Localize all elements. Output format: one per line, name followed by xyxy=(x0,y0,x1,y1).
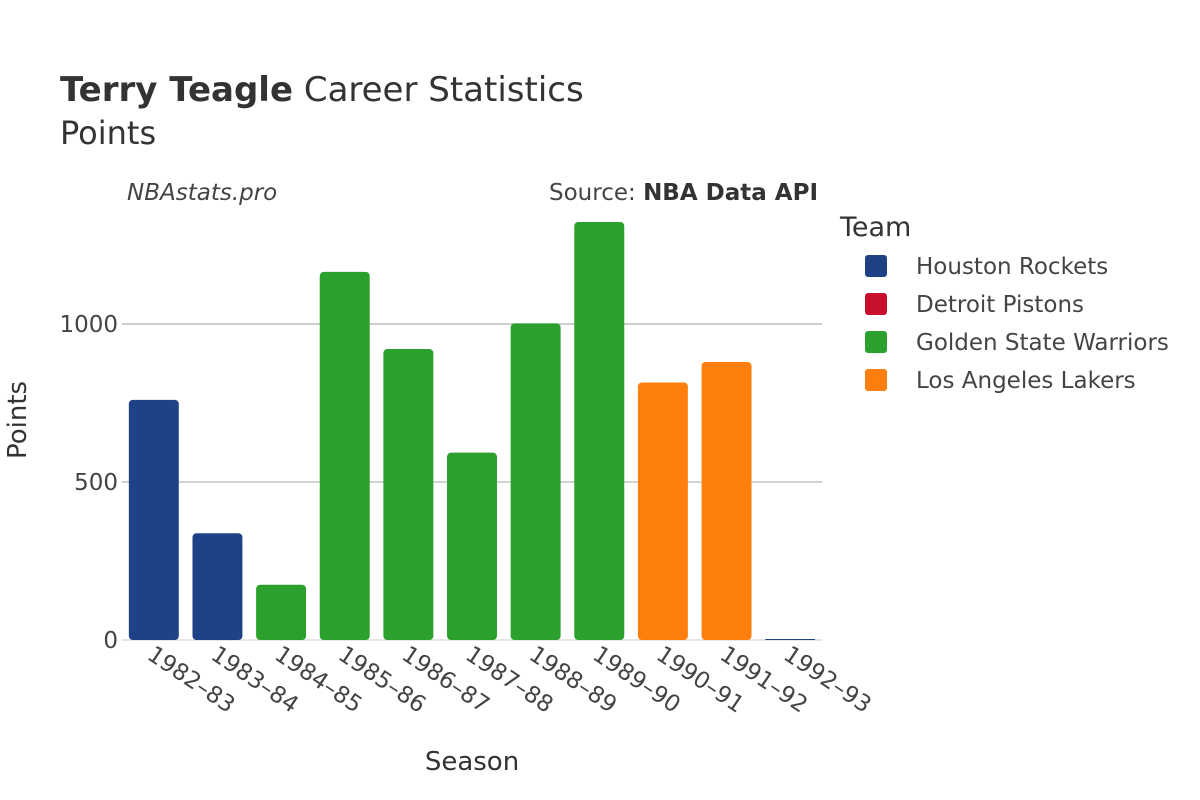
bar-1986–87[interactable] xyxy=(383,349,434,640)
chart-title: Terry Teagle Career Statistics xyxy=(60,70,584,110)
legend-label-3: Los Angeles Lakers xyxy=(916,368,1136,394)
y-tick-label-1000: 1000 xyxy=(59,312,118,338)
bar-1983–84[interactable] xyxy=(192,533,243,640)
y-axis-title: Points xyxy=(3,381,33,459)
bar-1991–92[interactable] xyxy=(701,361,752,640)
y-tick-label-0: 0 xyxy=(103,628,118,654)
legend-label-0: Houston Rockets xyxy=(916,254,1108,280)
chart-title-rest: Career Statistics xyxy=(293,70,584,110)
source-text: Source: NBA Data API xyxy=(549,180,818,206)
x-tick-labels: 1982–831983–841984–851985–861986–871987–… xyxy=(142,641,875,718)
bar-1989–90[interactable] xyxy=(574,222,625,640)
y-tick-labels: 0 500 1000 xyxy=(59,312,118,654)
bar-1987–88[interactable] xyxy=(447,452,497,640)
legend-label-1: Detroit Pistons xyxy=(916,292,1084,318)
bar-1992–93[interactable] xyxy=(765,639,816,640)
legend-title: Team xyxy=(839,212,911,243)
source-label: Source: xyxy=(549,180,643,206)
watermark: NBAstats.pro xyxy=(127,180,277,206)
bar-1982–83[interactable] xyxy=(128,399,179,640)
chart-subtitle: Points xyxy=(60,114,156,152)
bar-1985–86[interactable] xyxy=(319,271,370,640)
legend-swatch-3 xyxy=(865,369,887,391)
x-axis-title: Season xyxy=(425,747,519,777)
bar-1990–91[interactable] xyxy=(637,382,688,640)
bar-1984–85[interactable] xyxy=(256,584,307,640)
legend-swatch-1 xyxy=(865,293,887,315)
bar-1988–89[interactable] xyxy=(510,323,561,640)
legend: Houston Rockets Detroit Pistons Golden Sta… xyxy=(865,254,1169,394)
bars xyxy=(128,222,816,640)
chart-title-player: Terry Teagle xyxy=(60,70,293,110)
legend-label-2: Golden State Warriors xyxy=(916,330,1169,356)
y-tick-label-500: 500 xyxy=(74,470,118,496)
source-name: NBA Data API xyxy=(643,180,818,206)
legend-swatch-2 xyxy=(865,331,887,353)
legend-swatch-0 xyxy=(865,255,887,277)
